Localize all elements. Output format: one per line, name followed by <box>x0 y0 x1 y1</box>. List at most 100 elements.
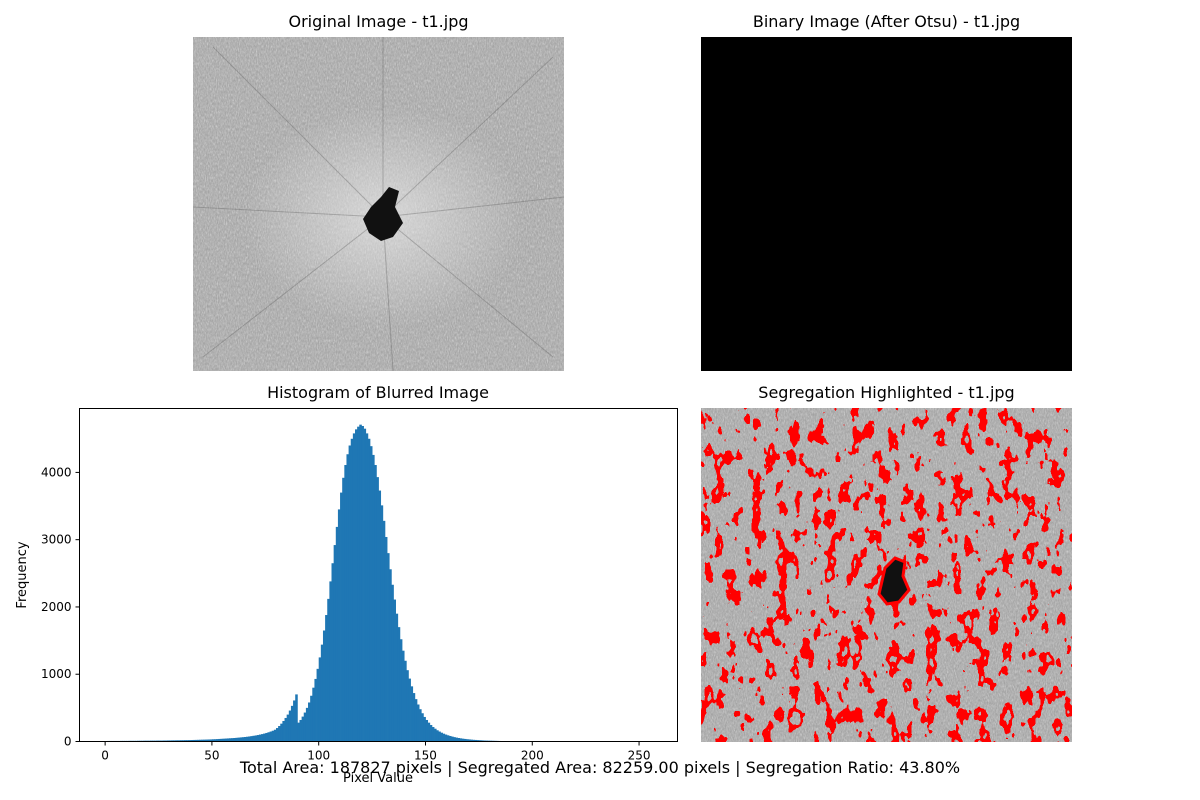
histogram-bar <box>162 740 166 742</box>
binary-image <box>701 37 1072 371</box>
histogram-bar <box>308 702 311 742</box>
histogram-bar <box>387 553 390 742</box>
histogram-bar <box>316 668 320 742</box>
histogram-bar <box>186 740 189 742</box>
x-tick-label: 50 <box>204 749 219 763</box>
histogram-bar <box>434 728 437 742</box>
histogram-bar <box>243 736 247 742</box>
histogram-bar <box>337 509 341 742</box>
histogram-bar <box>412 693 416 742</box>
histogram-bar <box>322 630 326 742</box>
histogram-bar <box>222 738 226 742</box>
histogram-bar <box>171 740 174 742</box>
histogram-bar <box>365 433 369 742</box>
histogram-bar <box>214 739 217 742</box>
original-image-title: Original Image - t1.jpg <box>288 12 469 31</box>
histogram-bar <box>211 739 215 742</box>
histogram-bar <box>248 736 251 742</box>
x-tick-label: 250 <box>628 749 651 763</box>
histogram-title: Histogram of Blurred Image <box>267 383 489 402</box>
histogram-bar <box>177 740 181 742</box>
histogram-bar <box>233 738 236 742</box>
histogram-bar <box>226 738 230 742</box>
histogram-bar <box>271 730 275 742</box>
histogram-bar <box>406 670 409 742</box>
histogram-bar <box>173 740 177 742</box>
histogram-bar <box>229 738 232 742</box>
histogram-bar <box>310 695 313 742</box>
histogram-bar <box>419 709 422 742</box>
histogram-bar <box>286 714 290 742</box>
histogram-bar <box>179 740 183 742</box>
histogram-bar <box>237 737 241 742</box>
histogram-bar <box>288 710 292 742</box>
histogram-bar <box>261 734 264 742</box>
histogram-bar <box>425 719 429 742</box>
histogram-bar <box>352 433 356 742</box>
x-tick-label: 150 <box>414 749 437 763</box>
histogram-bar <box>448 735 452 742</box>
histogram-bar <box>408 678 411 742</box>
histogram-bar <box>382 520 386 742</box>
histogram-bar <box>194 739 198 742</box>
histogram-bar <box>301 716 305 742</box>
histogram-bar <box>372 454 375 742</box>
histogram-bar <box>463 738 467 742</box>
x-tick-label: 200 <box>521 749 544 763</box>
original-image <box>193 37 564 371</box>
histogram-bar <box>169 740 172 742</box>
histogram-bar <box>201 739 204 742</box>
histogram-bar <box>220 738 223 742</box>
histogram-bar <box>224 738 228 742</box>
histogram-bar <box>457 738 461 742</box>
histogram-bar <box>241 737 245 742</box>
histogram-bar <box>410 686 414 742</box>
histogram-bar <box>404 660 407 742</box>
histogram-bar <box>329 581 332 742</box>
x-tick-label: 100 <box>307 749 330 763</box>
histogram-bar <box>446 735 450 742</box>
histogram-bar <box>442 733 446 742</box>
binary-image-title: Binary Image (After Otsu) - t1.jpg <box>752 12 1021 31</box>
histogram-bar <box>401 650 405 742</box>
histogram-bar <box>361 425 364 742</box>
histogram-bar <box>374 465 377 742</box>
histogram-bar <box>431 727 435 742</box>
histogram-bar <box>436 730 439 742</box>
histogram-bar <box>389 569 392 742</box>
histogram-bar <box>216 739 219 742</box>
histogram-bar <box>470 739 473 742</box>
histogram-bar <box>295 694 298 742</box>
histogram-bar <box>455 737 458 742</box>
y-tick-label: 0 <box>64 735 72 749</box>
histogram-bar <box>423 716 426 742</box>
histogram-bar <box>461 738 465 742</box>
histogram-bar <box>369 446 373 742</box>
histogram-bar <box>278 726 281 742</box>
histogram-bar <box>207 739 211 742</box>
histogram-bar <box>476 740 480 742</box>
histogram-bar <box>416 704 420 742</box>
histogram-bar <box>440 732 443 742</box>
histogram-bar <box>429 725 433 742</box>
histogram-x-axis-label: Pixel Value <box>343 771 413 786</box>
histogram-bar <box>282 720 285 742</box>
histogram-bar <box>466 739 469 742</box>
histogram-bar <box>483 740 486 742</box>
histogram-bar <box>342 477 345 742</box>
histogram-bar <box>196 739 200 742</box>
highlighted-image <box>701 408 1072 742</box>
histogram-bar <box>190 740 194 742</box>
histogram-plot-frame <box>79 408 678 742</box>
y-tick-label: 1000 <box>41 667 72 681</box>
histogram-bar <box>265 732 268 742</box>
histogram-bar <box>252 735 256 742</box>
histogram-bar <box>246 736 249 742</box>
histogram-bar <box>333 545 337 742</box>
histogram-bar <box>254 735 258 742</box>
histogram-bar <box>218 738 221 742</box>
histogram-bar <box>438 731 441 742</box>
histogram-bar <box>325 615 328 742</box>
histogram-bar <box>209 739 213 742</box>
histogram-bar <box>164 740 168 742</box>
